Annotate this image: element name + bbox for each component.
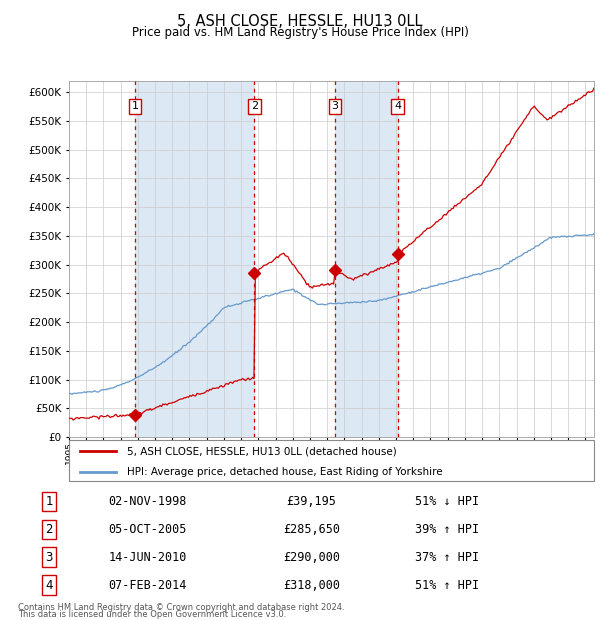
Text: 14-JUN-2010: 14-JUN-2010 (109, 551, 187, 564)
Text: This data is licensed under the Open Government Licence v3.0.: This data is licensed under the Open Gov… (18, 609, 286, 619)
Bar (335, 81, 398, 437)
Text: 1: 1 (131, 102, 139, 112)
Text: 5, ASH CLOSE, HESSLE, HU13 0LL: 5, ASH CLOSE, HESSLE, HU13 0LL (177, 14, 423, 29)
Text: Contains HM Land Registry data © Crown copyright and database right 2024.: Contains HM Land Registry data © Crown c… (18, 603, 344, 612)
Text: 37% ↑ HPI: 37% ↑ HPI (415, 551, 479, 564)
Text: 51% ↓ HPI: 51% ↓ HPI (415, 495, 479, 508)
Text: 51% ↑ HPI: 51% ↑ HPI (415, 578, 479, 591)
Text: 02-NOV-1998: 02-NOV-1998 (109, 495, 187, 508)
FancyBboxPatch shape (69, 440, 594, 480)
Text: £318,000: £318,000 (283, 578, 340, 591)
Bar (135, 81, 254, 437)
Text: Price paid vs. HM Land Registry's House Price Index (HPI): Price paid vs. HM Land Registry's House … (131, 26, 469, 39)
Text: 2: 2 (251, 102, 258, 112)
Text: 39% ↑ HPI: 39% ↑ HPI (415, 523, 479, 536)
Text: £285,650: £285,650 (283, 523, 340, 536)
Text: 1: 1 (45, 495, 53, 508)
Text: 2: 2 (45, 523, 53, 536)
Text: 4: 4 (45, 578, 53, 591)
Text: 3: 3 (331, 102, 338, 112)
Text: 05-OCT-2005: 05-OCT-2005 (109, 523, 187, 536)
Text: £39,195: £39,195 (286, 495, 336, 508)
Text: 4: 4 (394, 102, 401, 112)
Text: £290,000: £290,000 (283, 551, 340, 564)
Text: HPI: Average price, detached house, East Riding of Yorkshire: HPI: Average price, detached house, East… (127, 467, 442, 477)
Text: 5, ASH CLOSE, HESSLE, HU13 0LL (detached house): 5, ASH CLOSE, HESSLE, HU13 0LL (detached… (127, 446, 397, 456)
Text: 07-FEB-2014: 07-FEB-2014 (109, 578, 187, 591)
Text: 3: 3 (46, 551, 53, 564)
